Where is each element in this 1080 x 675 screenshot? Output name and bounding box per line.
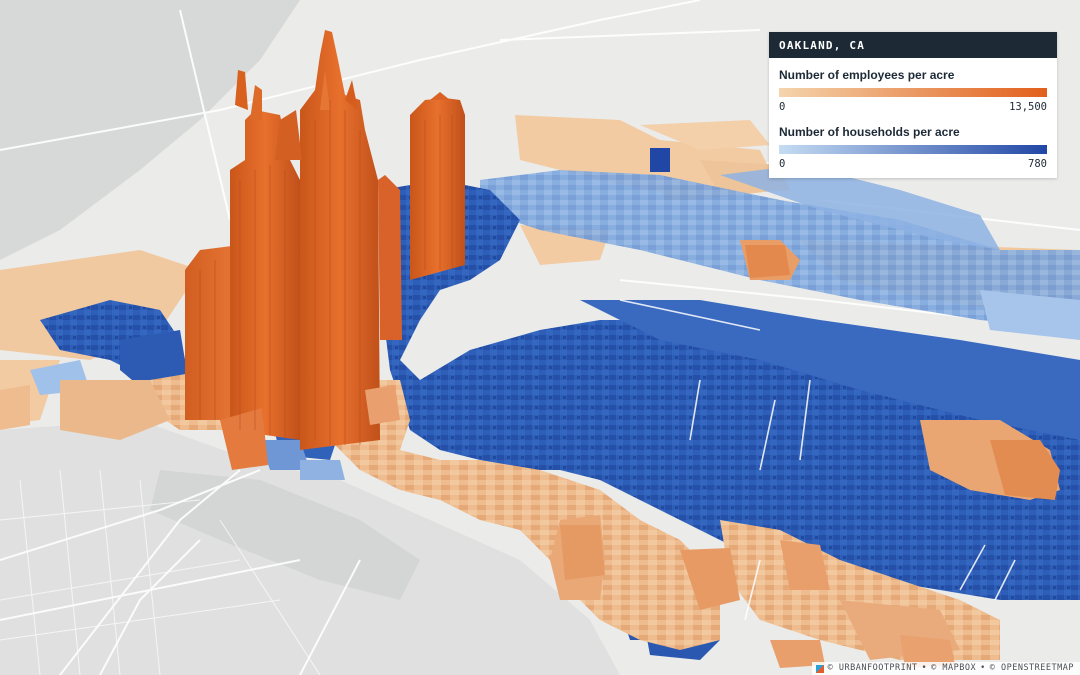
attribution-openstreetmap-link[interactable]: © OPENSTREETMAP	[990, 663, 1074, 674]
legend-employees-color-ramp	[779, 88, 1047, 97]
map-legend: OAKLAND, CA Number of employees per acre…	[769, 32, 1057, 178]
urbanfootprint-logo-icon	[816, 665, 824, 673]
legend-households-max: 780	[1028, 158, 1047, 170]
legend-body: Number of employees per acre 0 13,500 Nu…	[769, 58, 1057, 178]
attribution-urbanfootprint-link[interactable]: © URBANFOOTPRINT	[828, 663, 918, 674]
legend-employees-title: Number of employees per acre	[779, 68, 1047, 83]
legend-households-range: 0 780	[779, 158, 1047, 170]
map-attribution: © URBANFOOTPRINT • © MAPBOX • © OPENSTRE…	[812, 662, 1080, 675]
legend-employees-range: 0 13,500	[779, 101, 1047, 113]
legend-households-min: 0	[779, 158, 785, 170]
legend-households-title: Number of households per acre	[779, 125, 1047, 140]
attribution-mapbox-link[interactable]: © MAPBOX	[931, 663, 976, 674]
legend-location-title: OAKLAND, CA	[769, 32, 1057, 58]
legend-employees-max: 13,500	[1009, 101, 1047, 113]
legend-employees-min: 0	[779, 101, 785, 113]
attribution-separator: •	[980, 663, 986, 674]
legend-households-color-ramp	[779, 145, 1047, 154]
attribution-separator: •	[922, 663, 928, 674]
